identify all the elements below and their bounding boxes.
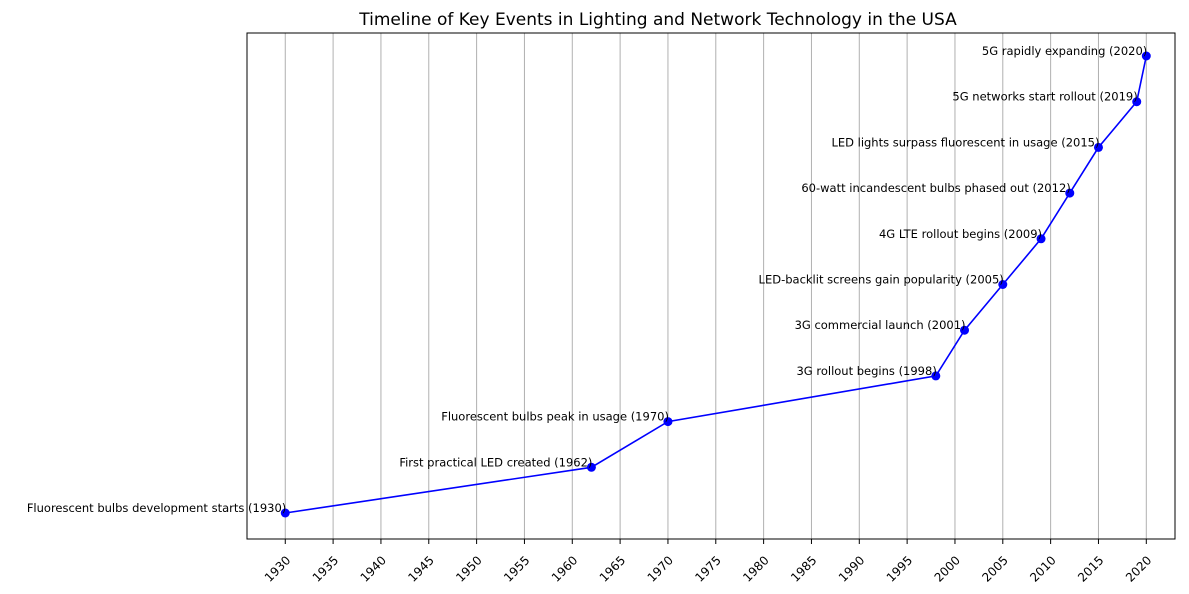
x-tick-label: 2020 (1123, 553, 1154, 584)
x-tick-label: 1930 (262, 553, 293, 584)
event-label: Fluorescent bulbs peak in usage (1970) (441, 410, 669, 424)
grid-lines (284, 33, 1147, 539)
x-tick-label: 2000 (932, 553, 963, 584)
data-point (663, 417, 673, 427)
data-point (998, 280, 1008, 289)
x-tick-label: 1995 (884, 553, 915, 584)
series-layer (280, 51, 1151, 518)
x-tick-label: 1985 (788, 553, 819, 584)
event-label: 4G LTE rollout begins (2009) (879, 227, 1042, 241)
plot-frame (246, 32, 1176, 540)
x-tick-label: 2015 (1075, 553, 1106, 584)
event-label: 5G networks start rollout (2019) (952, 90, 1137, 104)
data-point (586, 462, 596, 472)
x-tick-label: 1950 (453, 553, 484, 584)
x-tick-label: 1975 (692, 553, 723, 584)
x-tick-label: 1990 (836, 553, 867, 584)
data-point (960, 325, 970, 335)
event-label: LED lights surpass fluorescent in usage … (831, 135, 1099, 149)
event-label: 3G commercial launch (2001) (795, 318, 966, 332)
x-tick-label: 1965 (597, 553, 628, 584)
event-label: Fluorescent bulbs development starts (19… (27, 501, 286, 515)
x-tick-label: 1955 (501, 553, 532, 584)
x-tick-label: 1940 (358, 553, 389, 584)
event-label: 60-watt incandescent bulbs phased out (2… (801, 181, 1070, 195)
x-tick-label: 1935 (310, 553, 341, 584)
x-tick-label: 1980 (740, 553, 771, 584)
data-point (1065, 188, 1075, 198)
chart-title: Timeline of Key Events in Lighting and N… (358, 10, 957, 30)
x-tick-label: 2005 (979, 553, 1010, 584)
x-tick-label: 2010 (1027, 553, 1058, 584)
event-label: 3G rollout begins (1998) (796, 364, 936, 378)
x-tick-label: 1945 (405, 553, 436, 584)
x-tick-label: 1970 (645, 553, 676, 584)
event-label: LED-backlit screens gain popularity (200… (759, 273, 1004, 287)
x-axis-ticks: 1930 1935 1940 1945 1950 1955 1960 1965 1970 1975… (262, 539, 1154, 585)
data-point (280, 508, 290, 518)
event-labels: Fluorescent bulbs development starts (19… (27, 44, 1147, 515)
data-point (1141, 51, 1151, 61)
data-point (1036, 234, 1046, 244)
data-point (1093, 142, 1103, 152)
event-label: 5G rapidly expanding (2020) (982, 44, 1147, 58)
data-point (931, 371, 941, 381)
data-point (1132, 97, 1142, 107)
event-label: First practical LED created (1962) (399, 455, 592, 469)
x-tick-label: 1960 (549, 553, 580, 584)
